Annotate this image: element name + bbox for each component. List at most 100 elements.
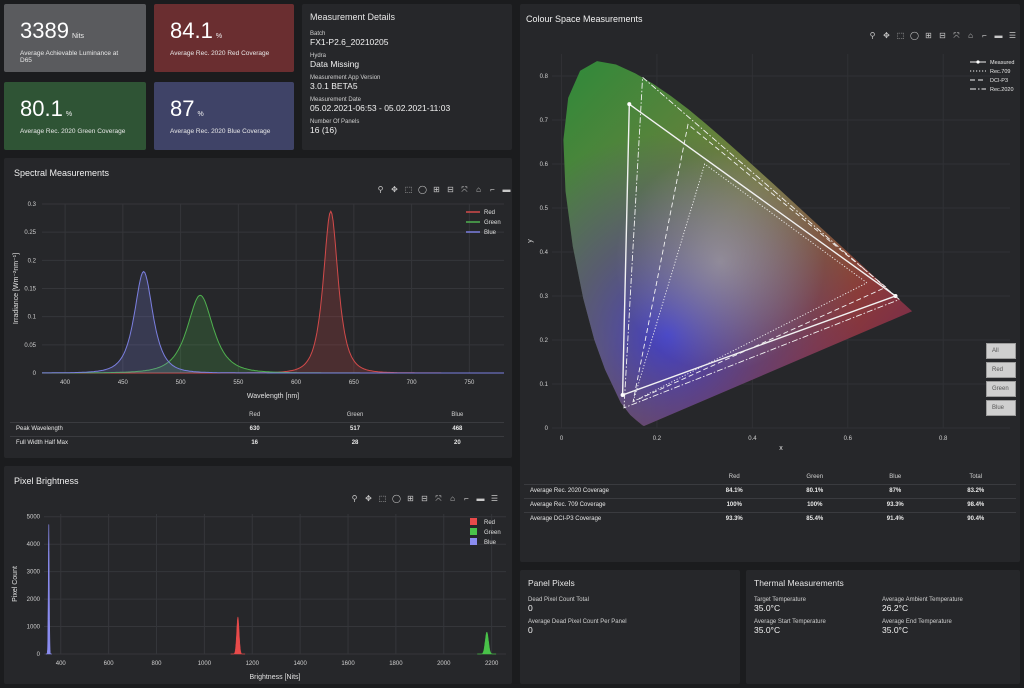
y-tick-label: 0.8 [540,74,549,80]
pan-icon[interactable]: ✥ [883,31,890,40]
y-axis-label: Pixel Count [12,566,19,602]
x-tick-label: 0.6 [844,436,853,442]
box-select-icon[interactable]: ⬚ [404,185,413,194]
zoom-in-icon[interactable]: ⊞ [925,31,932,40]
hover-closest-icon[interactable]: ▬ [502,185,511,194]
box-select-icon[interactable]: ⬚ [378,494,387,503]
lasso-icon[interactable]: ◯ [910,31,919,40]
x-tick-label: 500 [176,380,187,386]
pan-icon[interactable]: ✥ [365,494,372,503]
spectral-title: Spectral Measurements [14,168,110,178]
table-cell: 20 [410,435,504,450]
legend-label: Green [484,220,501,226]
column-header: Blue [451,411,464,418]
hover-compare-icon[interactable]: ☰ [1008,31,1017,40]
kpi-unit: % [197,111,204,118]
gamut-dci-p3[interactable] [632,123,887,403]
y-tick-label: 0.25 [24,230,36,236]
zoom-icon[interactable]: ⚲ [377,185,384,194]
kpi-value: 84.1 [170,18,213,43]
kpi-value: 80.1 [20,96,63,121]
pan-icon[interactable]: ✥ [391,185,398,194]
row-label: Average Rec. 709 Coverage [524,497,694,512]
y-tick-label: 0 [545,426,549,432]
x-tick-label: 700 [407,380,418,386]
zoom-in-icon[interactable]: ⊞ [433,185,440,194]
y-tick-label: 2000 [27,597,41,603]
column-header [524,470,694,484]
gamut-rec-2020[interactable] [623,76,900,409]
table-header-row: Red Green Blue [10,408,504,422]
lasso-icon[interactable]: ◯ [392,494,401,503]
measurement-details-fields: Batch FX1-P2.6_20210205 Hydra Data Missing M… [310,31,504,135]
home-icon[interactable]: ⌂ [968,31,973,40]
table-header-row: Red Green Blue Total [524,470,1016,484]
x-tick-label: 0.2 [653,436,662,442]
zoom-icon[interactable]: ⚲ [869,31,876,40]
field-value: 16 (16) [310,125,337,135]
home-icon[interactable]: ⌂ [450,494,455,503]
table-row: Average Rec. 709 Coverage 100% 100% 93.3% 98… [524,497,1016,512]
legend-label: Rec.709 [990,69,1011,75]
field-value: 35.0°C [754,603,781,613]
series-line-red[interactable] [42,210,504,374]
histogram-blue[interactable] [45,524,52,655]
home-icon[interactable]: ⌂ [476,185,481,194]
field-value: FX1-P2.6_20210205 [310,37,389,47]
box-select-icon[interactable]: ⬚ [896,31,905,40]
lasso-icon[interactable]: ◯ [418,185,427,194]
series-line-blue[interactable] [42,270,504,374]
cie-chart[interactable]: 0 0.1 0.2 0.3 0.4 0.5 0.6 0.7 0.8 0 0.2 0.4 0.6 0.8 Me… [520,42,1020,454]
field-value: Data Missing [310,59,360,69]
field: Target Temperature 35.0°C [754,597,882,619]
hover-closest-icon[interactable]: ▬ [994,31,1003,40]
legend-label: Rec.2020 [990,87,1014,93]
gamut-marker[interactable] [627,102,632,107]
histogram-green[interactable] [477,631,497,655]
legend-label: DCI-P3 [990,78,1008,84]
kpi-label: Average Rec. 2020 Blue Coverage [170,128,271,135]
autoscale-icon[interactable]: ⤧ [953,31,960,40]
column-header: Blue [889,473,902,480]
x-tick-label: 1400 [293,661,307,667]
spectral-toolbar[interactable]: ⚲✥⬚◯⊞⊟⤧⌂⌐▬☰ [376,185,512,194]
hover-compare-icon[interactable]: ☰ [490,494,499,503]
histogram-red[interactable] [230,615,246,655]
spectral-chart[interactable]: 0 0.05 0.1 0.15 0.2 0.25 0.3 400 450 500 550 600 650… [4,198,512,443]
gamut-rec-709[interactable] [632,163,868,403]
autoscale-icon[interactable]: ⤧ [435,494,442,503]
y-tick-label: 0 [37,652,41,658]
field: Average Ambient Temperature 26.2°C [882,597,1010,619]
gamut-marker[interactable] [620,393,625,397]
zoom-in-icon[interactable]: ⊞ [407,494,414,503]
zoom-out-icon[interactable]: ⊟ [421,494,428,503]
autoscale-icon[interactable]: ⤧ [461,185,468,194]
pixel-toolbar[interactable]: ⚲ ✥ ⬚ ◯ ⊞ ⊟ ⤧ ⌂ ⌐ ▬ ☰ [350,494,499,503]
hover-closest-icon[interactable]: ▬ [476,494,485,503]
x-tick-label: 0.8 [939,436,948,442]
pixel-brightness-chart[interactable]: 0 1000 2000 3000 4000 5000 400 600 800 1000 1200 14… [4,506,512,684]
field-label: Average End Temperature [882,619,952,625]
thermal-title: Thermal Measurements [754,578,844,588]
y-tick-label: 0.05 [24,343,36,349]
filter-button-blue[interactable]: Blue [986,400,1016,416]
spike-lines-icon[interactable]: ⌐ [982,31,987,40]
zoom-out-icon[interactable]: ⊟ [939,31,946,40]
table-cell: 90.4% [935,511,1016,526]
spike-lines-icon[interactable]: ⌐ [490,185,495,194]
spike-lines-icon[interactable]: ⌐ [464,494,469,503]
colour-space-toolbar[interactable]: ⚲ ✥ ⬚ ◯ ⊞ ⊟ ⤧ ⌂ ⌐ ▬ ☰ [868,31,1017,40]
colour-space-title: Colour Space Measurements [526,14,643,24]
field-label: Target Temperature [754,597,806,603]
gamut-measured[interactable] [621,102,896,397]
zoom-out-icon[interactable]: ⊟ [447,185,454,194]
x-tick-label: 450 [118,380,129,386]
zoom-icon[interactable]: ⚲ [351,494,358,503]
filter-button-red[interactable]: Red [986,362,1016,378]
filter-button-all[interactable]: All [986,343,1016,359]
filter-button-green[interactable]: Green [986,381,1016,397]
series-line-green[interactable] [42,294,504,374]
table-cell: 85.4% [774,511,855,526]
legend-swatch [470,528,477,535]
y-tick-label: 0.15 [24,287,36,293]
